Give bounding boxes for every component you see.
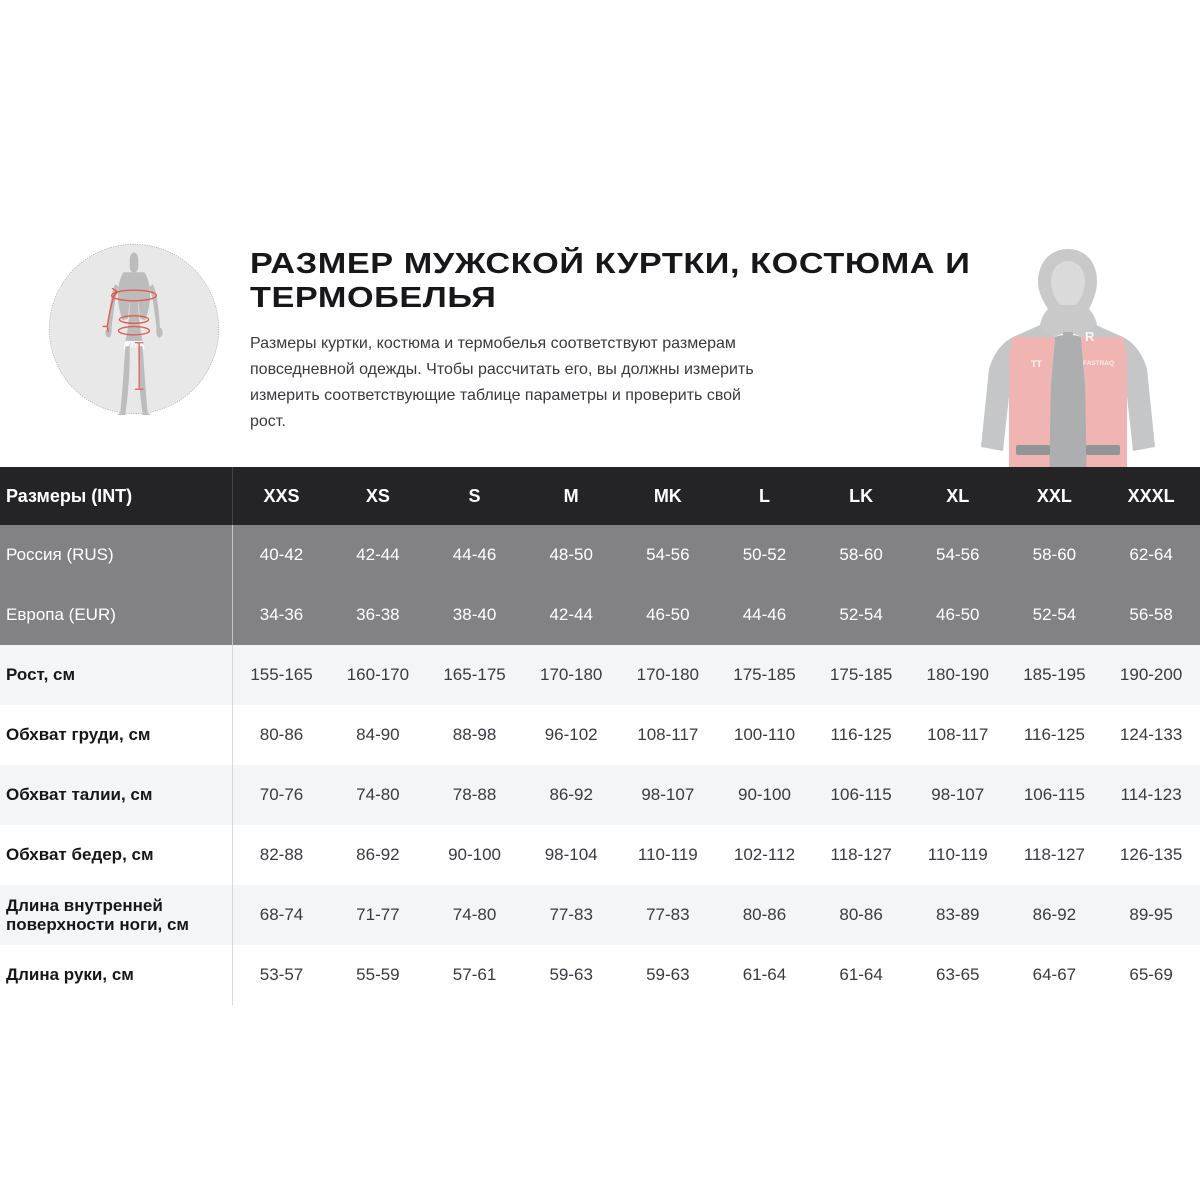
svg-text:FASTRAQ: FASTRAQ — [1083, 360, 1114, 367]
svg-text:R: R — [1085, 329, 1095, 344]
svg-text:TT: TT — [1031, 359, 1042, 369]
